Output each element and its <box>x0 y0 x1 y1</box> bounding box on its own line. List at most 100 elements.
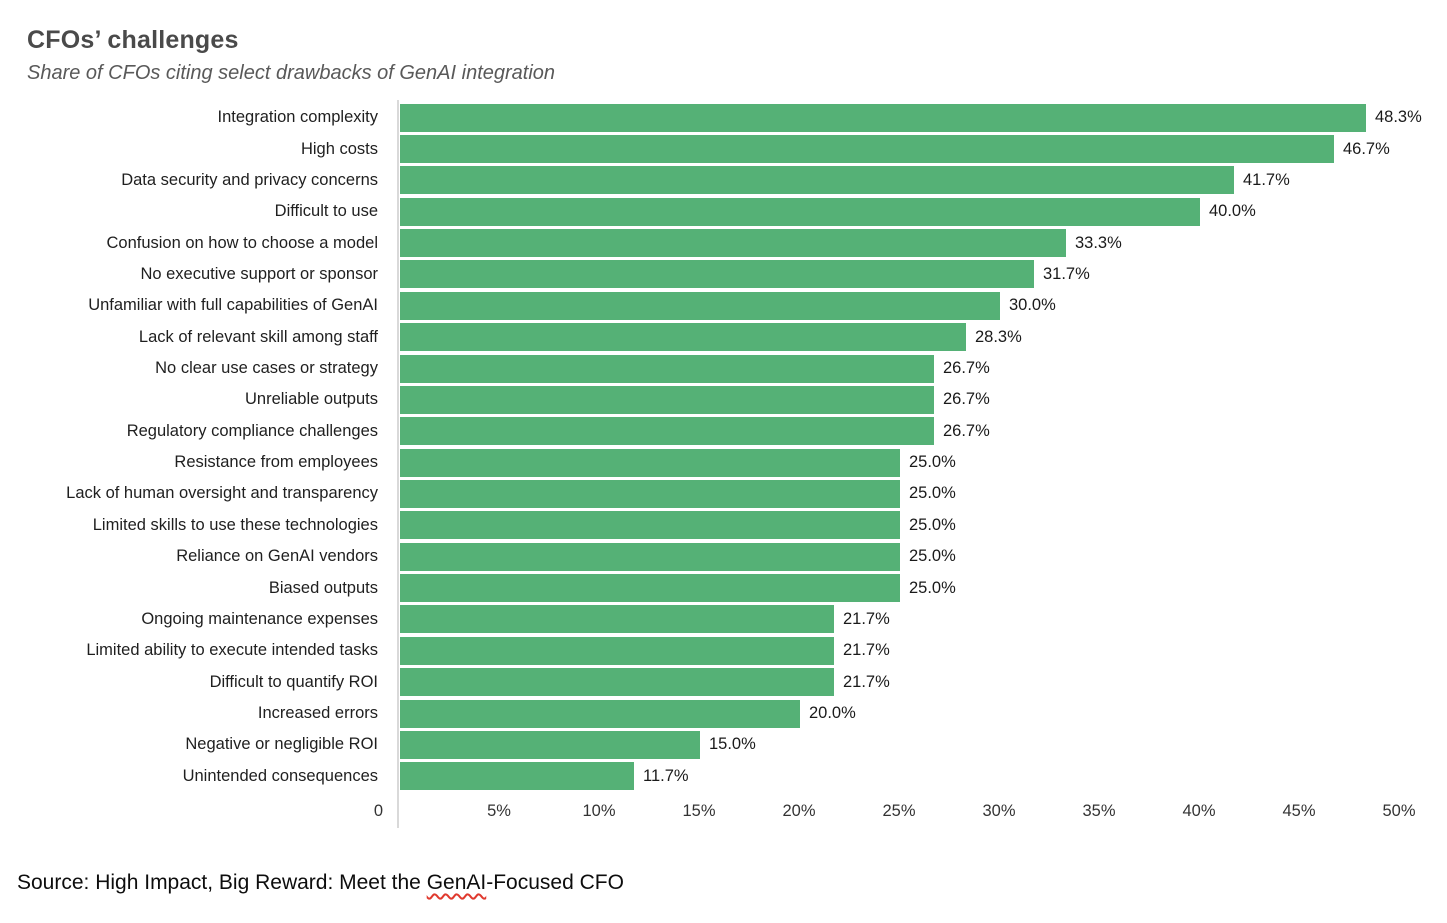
value-label: 11.7% <box>643 766 689 785</box>
x-tick-label: 30% <box>982 802 1016 820</box>
bar <box>400 135 1334 164</box>
bar <box>400 260 1034 289</box>
bar <box>400 511 900 540</box>
bar <box>400 542 900 571</box>
category-label: Integration complexity <box>217 108 379 127</box>
bar <box>400 479 900 508</box>
value-label: 31.7% <box>1043 264 1090 283</box>
bar <box>400 762 634 791</box>
x-tick-label: 0 <box>373 802 383 820</box>
bar <box>400 636 834 665</box>
value-label: 30.0% <box>1009 296 1056 315</box>
bar-row: Reliance on GenAI vendors 25.0% <box>0 541 1447 572</box>
bar-row: Unintended consequences 11.7% <box>0 761 1447 792</box>
bar <box>400 197 1200 226</box>
bar-row: Limited ability to execute intended task… <box>0 635 1447 666</box>
value-label: 25.0% <box>909 547 956 566</box>
x-tick-label: 10% <box>582 802 616 820</box>
value-label: 25.0% <box>909 453 956 472</box>
chart-subtitle: Share of CFOs citing select drawbacks of… <box>27 62 556 84</box>
category-label: Resistance from employees <box>174 453 378 472</box>
category-label: Increased errors <box>257 704 378 722</box>
value-label: 40.0% <box>1209 202 1256 221</box>
bar-row: Integration complexity 48.3% <box>0 102 1447 133</box>
x-tick-label: 40% <box>1182 802 1216 820</box>
x-tick-label: 45% <box>1282 802 1316 820</box>
category-label: Lack of relevant skill among staff <box>138 327 378 346</box>
value-label: 21.7% <box>843 641 890 660</box>
bar-row: Difficult to use 40.0% <box>0 196 1447 227</box>
bar-rows: Integration complexity 48.3% High costs 46.… <box>0 102 1447 792</box>
value-label: 26.7% <box>943 359 990 378</box>
bar <box>400 103 1366 132</box>
value-label: 20.0% <box>809 704 856 722</box>
spellcheck-flagged-word: GenAI <box>426 871 487 894</box>
value-label: 21.7% <box>843 672 890 691</box>
x-tick-label: 25% <box>882 802 916 820</box>
bar <box>400 668 834 697</box>
bar-row: Unfamiliar with full capabilities of Gen… <box>0 290 1447 321</box>
bar-row: No clear use cases or strategy 26.7% <box>0 353 1447 384</box>
bar <box>400 385 934 414</box>
value-label: 26.7% <box>943 421 990 440</box>
bar-row: Unreliable outputs 26.7% <box>0 384 1447 415</box>
value-label: 33.3% <box>1075 233 1122 252</box>
value-label: 25.0% <box>909 515 956 534</box>
bar-row: Lack of human oversight and transparency… <box>0 478 1447 509</box>
bar <box>400 699 800 728</box>
bar-row: Data security and privacy concerns 41.7% <box>0 165 1447 196</box>
x-tick-label: 20% <box>782 802 816 820</box>
category-label: Limited ability to execute intended task… <box>86 641 378 660</box>
bar <box>400 605 834 634</box>
x-tick-label: 5% <box>487 802 511 820</box>
category-label: No clear use cases or strategy <box>155 359 378 378</box>
category-label: Confusion on how to choose a model <box>106 233 378 252</box>
bar <box>400 354 934 383</box>
bar <box>400 730 700 759</box>
x-axis: 0 5% 10% 15% 20% 25% 30% 35% 40% 45% 50% <box>0 802 1447 828</box>
bar <box>400 417 934 446</box>
category-label: Regulatory compliance challenges <box>126 421 378 440</box>
x-tick-label: 15% <box>682 802 716 820</box>
bar-row: Limited skills to use these technologies… <box>0 510 1447 541</box>
bar-chart-plot: Integration complexity 48.3% High costs 46.… <box>0 100 1447 828</box>
category-label: Biased outputs <box>268 578 378 597</box>
category-label: Limited skills to use these technologies <box>92 515 378 534</box>
category-label: No executive support or sponsor <box>140 264 378 283</box>
category-label: Unintended consequences <box>182 766 378 785</box>
bar-row: Difficult to quantify ROI 21.7% <box>0 666 1447 697</box>
chart-title: CFOs’ challenges <box>27 26 239 54</box>
bar <box>400 291 1000 320</box>
bar-row: Lack of relevant skill among staff 28.3% <box>0 322 1447 353</box>
category-label: Reliance on GenAI vendors <box>176 547 378 566</box>
bar <box>400 166 1234 195</box>
source-text-suffix: -Focused CFO <box>486 871 624 894</box>
bar-row: No executive support or sponsor 31.7% <box>0 259 1447 290</box>
bar-row: Confusion on how to choose a model 33.3% <box>0 227 1447 258</box>
bar <box>400 323 966 352</box>
value-label: 25.0% <box>909 484 956 503</box>
value-label: 28.3% <box>975 327 1022 346</box>
y-axis-line <box>397 100 399 828</box>
bar-row: High costs 46.7% <box>0 133 1447 164</box>
category-label: Lack of human oversight and transparency <box>66 484 378 503</box>
value-label: 26.7% <box>943 390 990 409</box>
bar <box>400 229 1066 258</box>
value-label: 46.7% <box>1343 139 1390 158</box>
value-label: 21.7% <box>843 609 890 628</box>
category-label: Ongoing maintenance expenses <box>141 609 378 628</box>
bar-row: Biased outputs 25.0% <box>0 572 1447 603</box>
bar <box>400 574 900 603</box>
value-label: 15.0% <box>709 735 756 754</box>
category-label: Difficult to quantify ROI <box>209 672 378 691</box>
bar-row: Regulatory compliance challenges 26.7% <box>0 416 1447 447</box>
value-label: 41.7% <box>1243 170 1290 189</box>
value-label: 25.0% <box>909 578 956 597</box>
bar-row: Resistance from employees 25.0% <box>0 447 1447 478</box>
category-label: Data security and privacy concerns <box>121 170 378 189</box>
bar <box>400 448 900 477</box>
source-text-prefix: Source: High Impact, Big Reward: Meet th… <box>17 871 427 894</box>
category-label: Negative or negligible ROI <box>185 735 378 754</box>
bar-row: Increased errors 20.0% <box>0 698 1447 729</box>
